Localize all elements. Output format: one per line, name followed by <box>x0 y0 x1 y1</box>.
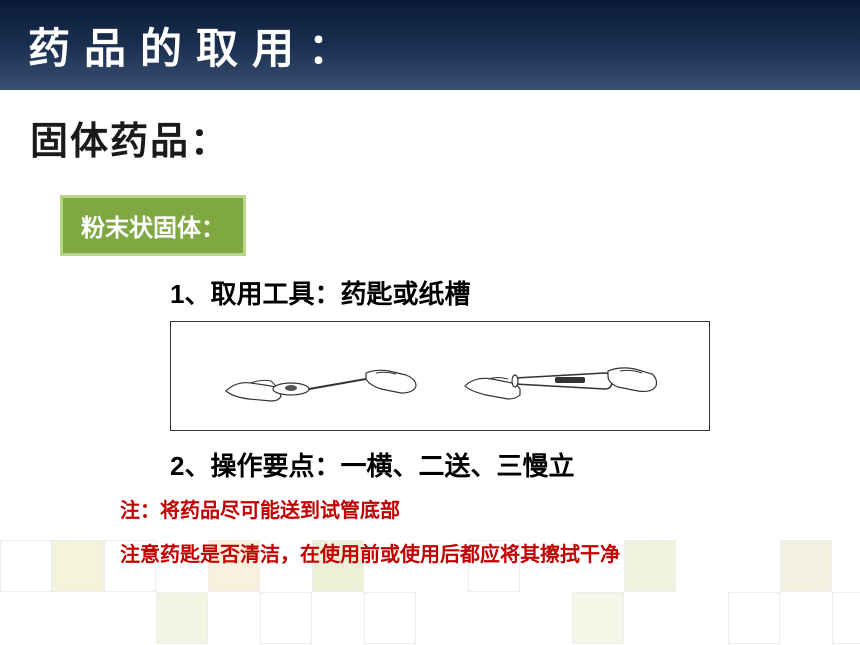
hands-tube-illustration <box>460 331 660 421</box>
point-1: 1、取用工具：药匙或纸槽 <box>170 274 830 311</box>
point-2: 2、操作要点：一横、二送、三慢立 <box>170 446 830 483</box>
header-bar: 药品的取用： <box>0 0 860 90</box>
note-1: 注：将药品尽可能送到试管底部 <box>120 493 830 529</box>
hands-spatula-illustration <box>221 331 421 421</box>
illustration-box <box>170 321 710 431</box>
content-area: 固体药品： 粉末状固体： 1、取用工具：药匙或纸槽 2、操作要点：一横、二送、三… <box>0 90 860 593</box>
page-title: 药品的取用： <box>28 15 364 76</box>
category-badge: 粉末状固体： <box>60 195 246 256</box>
note-2: 注意药匙是否清洁，在使用前或使用后都应将其擦拭干净 <box>120 537 830 573</box>
subtitle: 固体药品： <box>30 110 830 165</box>
